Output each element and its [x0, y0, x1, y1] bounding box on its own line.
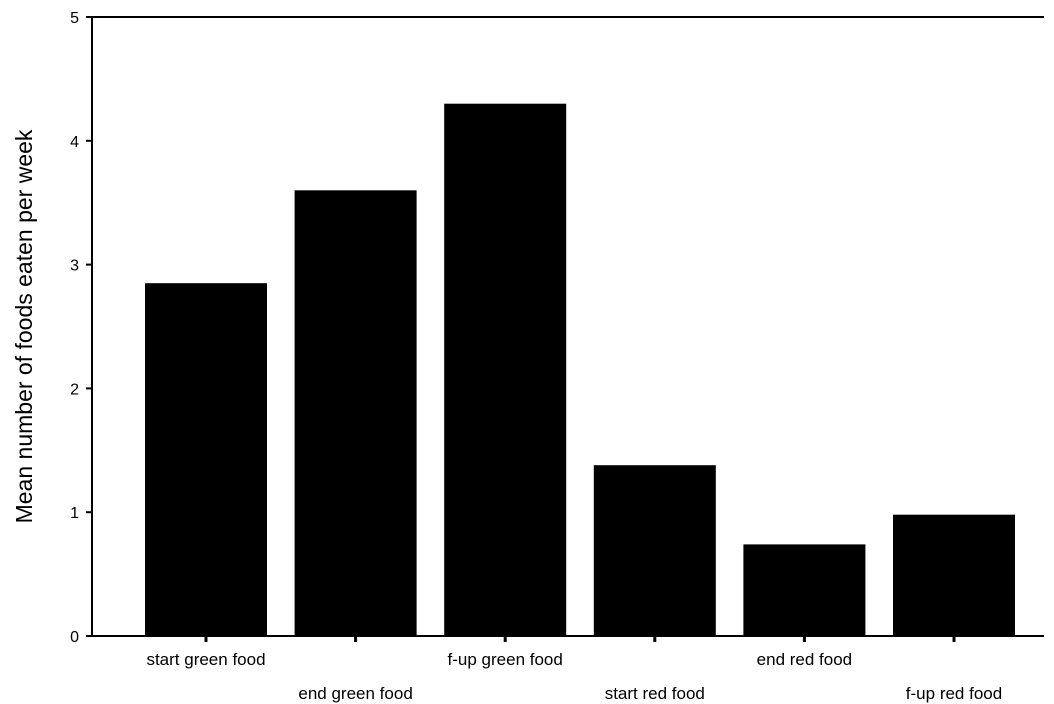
x-category-label: f-up green food: [448, 650, 563, 669]
bar: [444, 103, 567, 636]
bar: [743, 544, 866, 636]
y-tick-label: 0: [70, 629, 79, 646]
axes-group: [91, 16, 1044, 637]
x-ticks-group: start green food end green food f-up green…: [146, 636, 1002, 703]
bar: [593, 465, 716, 636]
y-tick-label: 4: [70, 134, 79, 151]
x-category-label: f-up red food: [906, 684, 1002, 703]
bar: [893, 514, 1015, 636]
x-category-label: start green food: [146, 650, 265, 669]
y-tick-label: 3: [70, 258, 79, 275]
x-category-label: end green food: [298, 684, 412, 703]
x-category-label: start red food: [605, 684, 705, 703]
y-ticks-group: 0 1 2 3 4 5: [70, 10, 92, 646]
y-tick-label: 5: [70, 10, 79, 27]
bars-group: [145, 103, 1015, 637]
y-tick-label: 1: [70, 505, 79, 522]
x-category-label: end red food: [757, 650, 852, 669]
y-axis-title: Mean number of foods eaten per week: [11, 129, 37, 523]
y-tick-label: 2: [70, 381, 79, 398]
bar: [145, 283, 267, 636]
bar: [294, 190, 417, 637]
